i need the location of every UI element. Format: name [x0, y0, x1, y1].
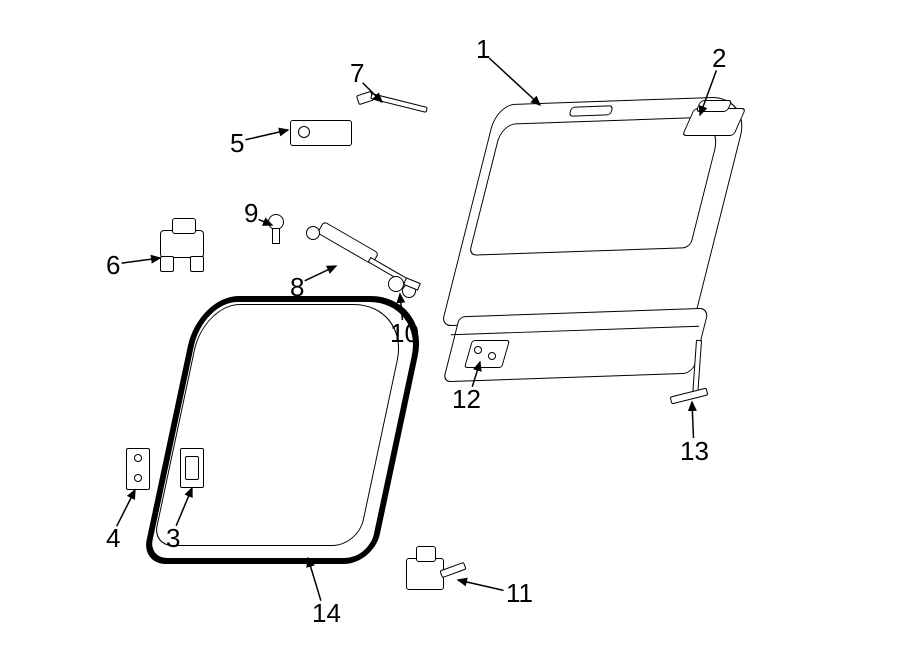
callout-label-3: 3	[166, 525, 180, 551]
callout-label-10: 10	[390, 320, 419, 346]
part-6-body-bracket-tab	[172, 218, 196, 234]
part-11-latch	[406, 558, 444, 590]
part-9-ball-stud-upper-stem	[272, 228, 280, 244]
callout-label-1: 1	[476, 36, 490, 62]
part-6-body-bracket-foot-r	[190, 256, 204, 272]
part-12-striker-hole-b	[488, 352, 496, 360]
callout-label-4: 4	[106, 525, 120, 551]
callout-label-11: 11	[506, 580, 533, 606]
callout-leader-14	[308, 558, 321, 601]
part-4-plate-hole-b	[134, 474, 142, 482]
part-3-switch-inner	[185, 456, 199, 480]
part-12-striker-hole-a	[474, 346, 482, 354]
callout-label-2: 2	[712, 45, 726, 71]
callout-label-8: 8	[290, 274, 304, 300]
callout-label-6: 6	[106, 252, 120, 278]
callout-label-12: 12	[452, 386, 481, 412]
part-12-striker	[464, 340, 510, 368]
part-11-latch-top	[416, 546, 436, 562]
part-2-hinge-top	[695, 100, 732, 112]
part-6-body-bracket	[160, 230, 204, 258]
part-1-liftgate-handle	[569, 105, 614, 116]
part-5-hinge-bracket-hole	[298, 126, 310, 138]
part-4-plate-hole-a	[134, 454, 142, 462]
part-8-lift-support-end-l	[306, 226, 320, 240]
callout-leader-6	[122, 258, 160, 263]
callout-leader-13	[692, 402, 693, 438]
part-7-bolt-shaft	[370, 93, 428, 113]
callout-label-7: 7	[350, 60, 364, 86]
callout-leaders	[0, 0, 900, 661]
part-13-arm-base	[670, 388, 709, 405]
diagram-canvas: 1234567891011121314	[0, 0, 900, 661]
callout-label-14: 14	[312, 600, 341, 626]
callout-leader-5	[245, 130, 288, 140]
callout-label-9: 9	[244, 200, 258, 226]
part-6-body-bracket-foot-l	[160, 256, 174, 272]
callout-label-5: 5	[230, 130, 244, 156]
callout-leader-11	[458, 580, 504, 590]
callout-leader-8	[305, 266, 336, 281]
callout-label-13: 13	[680, 438, 709, 464]
part-1-liftgate-window	[468, 116, 723, 256]
callout-leader-4	[117, 490, 135, 526]
callout-leader-1	[489, 58, 540, 105]
part-10-ball-stud-lower-ball	[388, 276, 404, 292]
